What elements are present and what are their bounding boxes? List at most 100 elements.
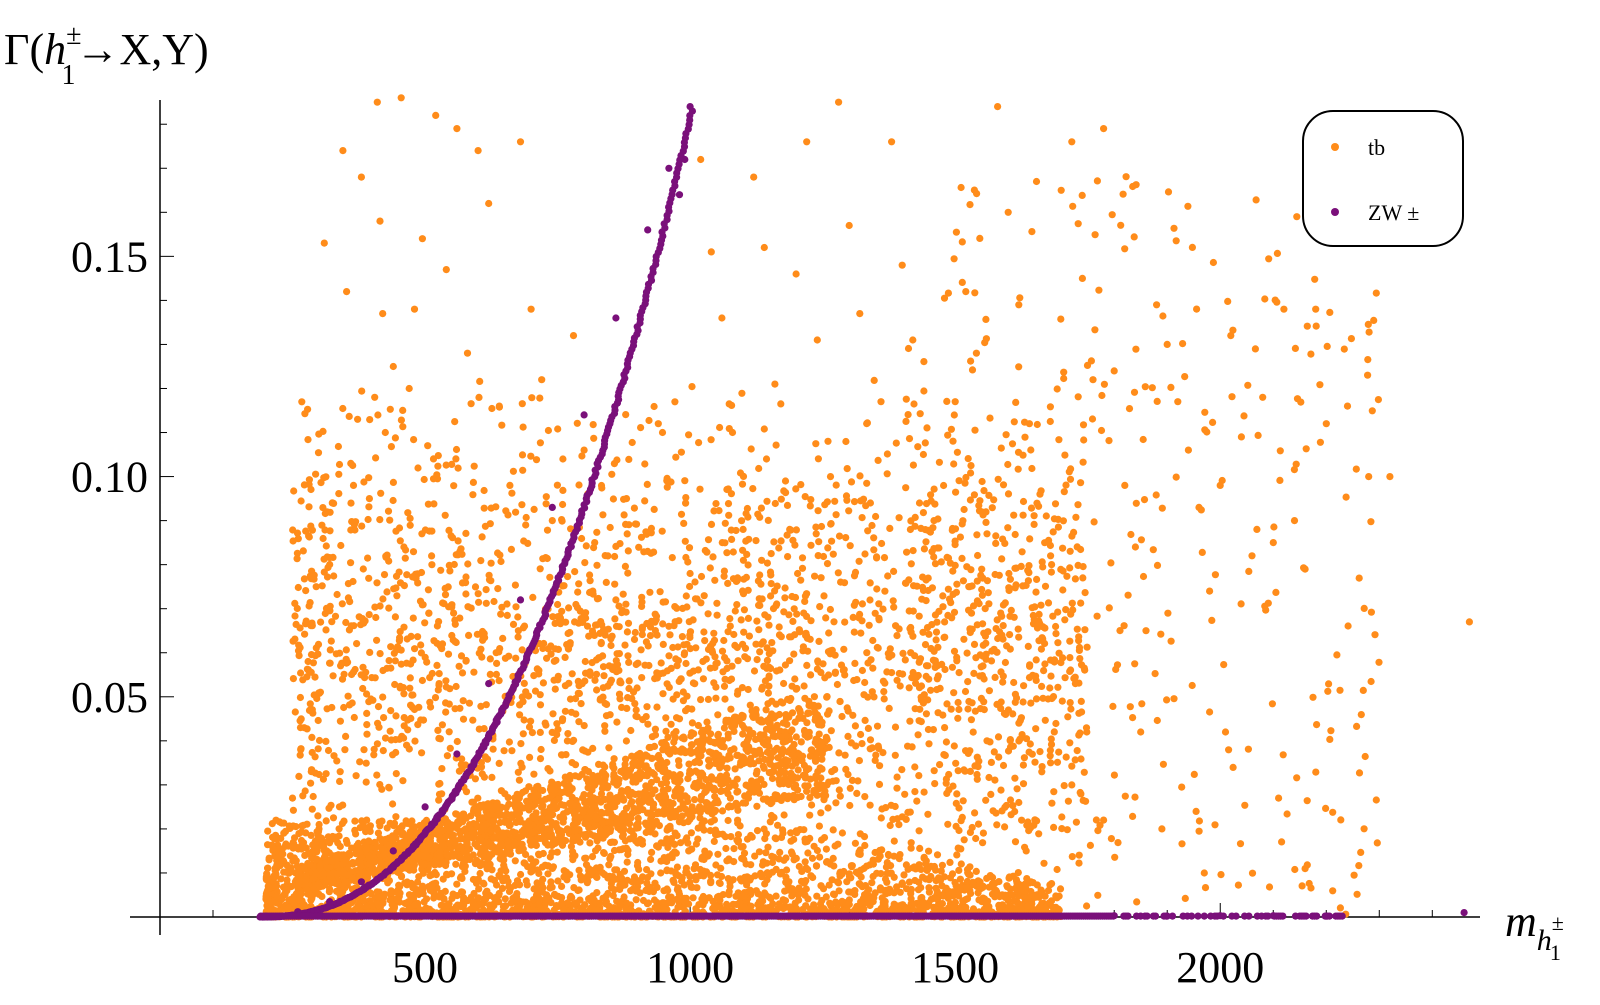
tb-point	[534, 879, 541, 886]
tb-point	[776, 794, 783, 801]
tb-point	[680, 734, 687, 741]
tb-point	[589, 853, 596, 860]
tb-point	[952, 398, 959, 405]
tb-point	[1365, 473, 1372, 480]
tb-point	[778, 869, 785, 876]
tb-point	[1047, 552, 1054, 559]
tb-point	[410, 548, 417, 555]
tb-point	[487, 827, 494, 834]
tb-point	[700, 675, 707, 682]
tb-point	[506, 738, 513, 745]
tb-point	[428, 881, 435, 888]
tb-point	[270, 845, 277, 852]
tb-point	[464, 560, 471, 567]
tb-point	[392, 813, 399, 820]
tb-point	[798, 738, 805, 745]
tb-point	[420, 853, 427, 860]
tb-point	[512, 829, 519, 836]
tb-point	[723, 771, 730, 778]
tb-point	[609, 763, 616, 770]
tb-point	[664, 484, 671, 491]
tb-point	[771, 381, 778, 388]
tb-point	[655, 794, 662, 801]
tb-point	[675, 757, 682, 764]
tb-point	[517, 871, 524, 878]
tb-point	[321, 878, 328, 885]
tb-point	[657, 588, 664, 595]
tb-point	[346, 850, 353, 857]
tb-point	[315, 881, 322, 888]
tb-point	[264, 828, 271, 835]
tb-point	[621, 511, 628, 518]
tb-point	[271, 835, 278, 842]
tb-point	[725, 512, 732, 519]
tb-point	[892, 752, 899, 759]
tb-point	[286, 822, 293, 829]
tb-point	[404, 878, 411, 885]
tb-point	[669, 554, 676, 561]
tb-point	[943, 398, 950, 405]
tb-point	[506, 888, 513, 895]
tb-point	[754, 778, 761, 785]
tb-point	[817, 901, 824, 908]
tb-point	[1038, 487, 1045, 494]
tb-point	[888, 138, 895, 145]
tb-point	[804, 866, 811, 873]
tb-point	[339, 600, 346, 607]
tb-point	[1100, 125, 1107, 132]
tb-point	[715, 893, 722, 900]
tb-point	[992, 674, 999, 681]
tb-point	[1047, 673, 1054, 680]
tb-point	[415, 873, 422, 880]
tb-point	[548, 819, 555, 826]
tb-point	[1067, 699, 1074, 706]
tb-point	[920, 451, 927, 458]
tb-point	[607, 642, 614, 649]
tb-point	[633, 896, 640, 903]
tb-point	[896, 855, 903, 862]
tb-point	[654, 761, 661, 768]
tb-point	[365, 503, 372, 510]
tb-point	[876, 847, 883, 854]
tb-point	[472, 903, 479, 910]
tb-point	[983, 875, 990, 882]
tb-point	[860, 905, 867, 912]
tb-point	[539, 884, 546, 891]
tb-point	[728, 536, 735, 543]
tb-point	[497, 840, 504, 847]
tb-point	[960, 577, 967, 584]
tb-point	[1059, 545, 1066, 552]
tb-point	[549, 710, 556, 717]
tb-point	[660, 839, 667, 846]
tb-point	[503, 804, 510, 811]
tb-point	[315, 449, 322, 456]
tb-point	[366, 495, 373, 502]
tb-point	[421, 898, 428, 905]
tb-point	[1067, 705, 1074, 712]
tb-point	[337, 768, 344, 775]
tb-point	[419, 883, 426, 890]
tb-point	[564, 899, 571, 906]
tb-point	[1132, 543, 1139, 550]
tb-point	[781, 888, 788, 895]
tb-point	[662, 906, 669, 913]
tb-point	[1386, 473, 1393, 480]
tb-point	[624, 570, 631, 577]
tb-point	[842, 438, 849, 445]
tb-point	[941, 634, 948, 641]
tb-point	[1312, 306, 1319, 313]
tb-point	[327, 646, 334, 653]
tb-point	[815, 455, 822, 462]
tb-point	[815, 538, 822, 545]
tb-point	[753, 770, 760, 777]
tb-point	[502, 902, 509, 909]
tb-point	[1054, 639, 1061, 646]
tb-point	[419, 235, 426, 242]
tb-point	[899, 879, 906, 886]
tb-point	[966, 863, 973, 870]
tb-point	[809, 855, 816, 862]
tb-point	[297, 669, 304, 676]
tb-point	[861, 679, 868, 686]
tb-point	[826, 900, 833, 907]
